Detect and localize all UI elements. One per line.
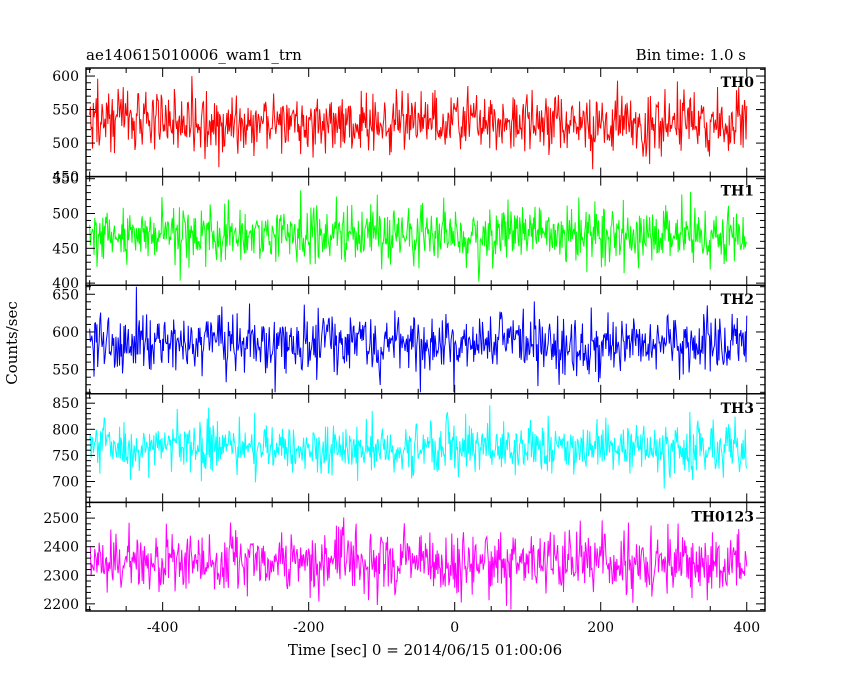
panel-label-TH1: TH1 — [721, 184, 754, 200]
chart-title: ae140615010006_wam1_trn — [86, 46, 302, 64]
y-axis-label: Counts/sec — [3, 301, 21, 385]
y-tick-label-TH1: 550 — [52, 172, 79, 188]
panel-label-TH2: TH2 — [721, 292, 754, 308]
x-tick-label: -400 — [147, 620, 178, 636]
y-tick-label-TH1: 400 — [52, 276, 79, 292]
y-tick-label-TH1: 450 — [52, 241, 79, 257]
y-tick-label-TH0123: 2400 — [43, 540, 79, 556]
y-tick-label-TH1: 500 — [52, 206, 79, 222]
x-tick-label: 200 — [587, 620, 614, 636]
series-line-TH1 — [89, 190, 748, 282]
series-line-TH3 — [89, 405, 748, 489]
panel-label-TH0123: TH0123 — [691, 509, 754, 525]
y-tick-label-TH0123: 2200 — [43, 597, 79, 613]
y-tick-label-TH3: 700 — [52, 475, 79, 491]
series-line-TH0123 — [89, 517, 748, 610]
x-tick-label: -200 — [293, 620, 324, 636]
panel-label-TH0: TH0 — [721, 75, 755, 91]
y-tick-label-TH3: 750 — [52, 448, 79, 464]
x-tick-label: 0 — [450, 620, 459, 636]
bin-time-label: Bin time: 1.0 s — [636, 46, 746, 64]
series-line-TH0 — [89, 76, 748, 170]
y-tick-label-TH3: 850 — [52, 396, 79, 412]
panel-frame-TH0123 — [85, 501, 766, 612]
panel-label-TH3: TH3 — [721, 401, 754, 417]
y-tick-label-TH0: 600 — [52, 69, 79, 85]
x-tick-label: 400 — [733, 620, 760, 636]
y-tick-label-TH3: 800 — [52, 422, 79, 438]
series-line-TH2 — [89, 286, 748, 393]
y-tick-label-TH0123: 2300 — [43, 568, 79, 584]
panels: 450 500 550 600 TH0 400 450 500 550 TH1 550 600 650 T… — [43, 67, 766, 636]
x-axis-label: Time [sec] 0 = 2014/06/15 01:00:06 — [288, 641, 562, 659]
y-tick-label-TH2: 650 — [52, 287, 79, 303]
y-tick-label-TH0123: 2500 — [43, 511, 79, 527]
y-tick-label-TH0: 550 — [52, 103, 79, 119]
y-tick-label-TH2: 600 — [52, 325, 79, 341]
y-tick-label-TH2: 550 — [52, 363, 79, 379]
y-tick-label-TH0: 500 — [52, 136, 79, 152]
y-tick-label-TH0: 450 — [52, 170, 79, 186]
